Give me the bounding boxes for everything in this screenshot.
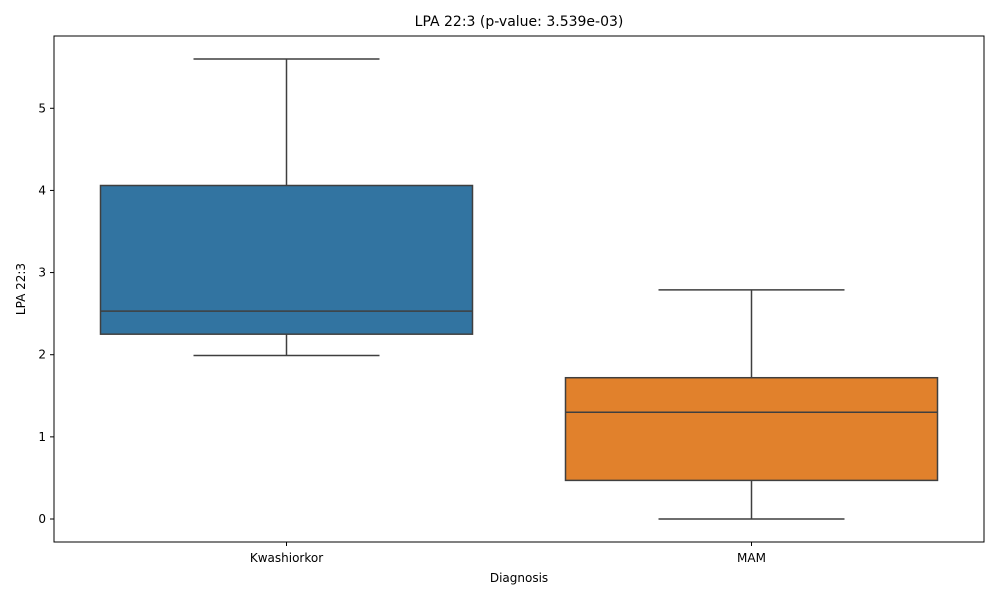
y-tick-label: 1 <box>38 430 46 444</box>
y-tick-label: 2 <box>38 348 46 362</box>
plot-frame <box>53 35 985 543</box>
y-tick-label: 3 <box>38 266 46 280</box>
boxes-layer <box>99 58 939 520</box>
x-axis-label: Diagnosis <box>490 571 548 585</box>
iqr-box <box>99 184 474 335</box>
x-tick-label: MAM <box>737 551 766 565</box>
y-tick-label: 5 <box>38 101 46 115</box>
y-tick-label: 0 <box>38 512 46 526</box>
y-axis: 0 1 2 3 4 5 <box>38 101 54 526</box>
x-tick-label: Kwashiorkor <box>250 551 323 565</box>
x-axis: Kwashiorkor MAM <box>250 542 766 565</box>
y-tick-label: 4 <box>38 183 46 197</box>
y-axis-label: LPA 22:3 <box>14 263 28 315</box>
iqr-box <box>564 376 939 482</box>
chart-title: LPA 22:3 (p-value: 3.539e-03) <box>415 14 624 30</box>
box-group-mam <box>564 289 939 520</box>
box-group-kwashiorkor <box>99 58 474 357</box>
